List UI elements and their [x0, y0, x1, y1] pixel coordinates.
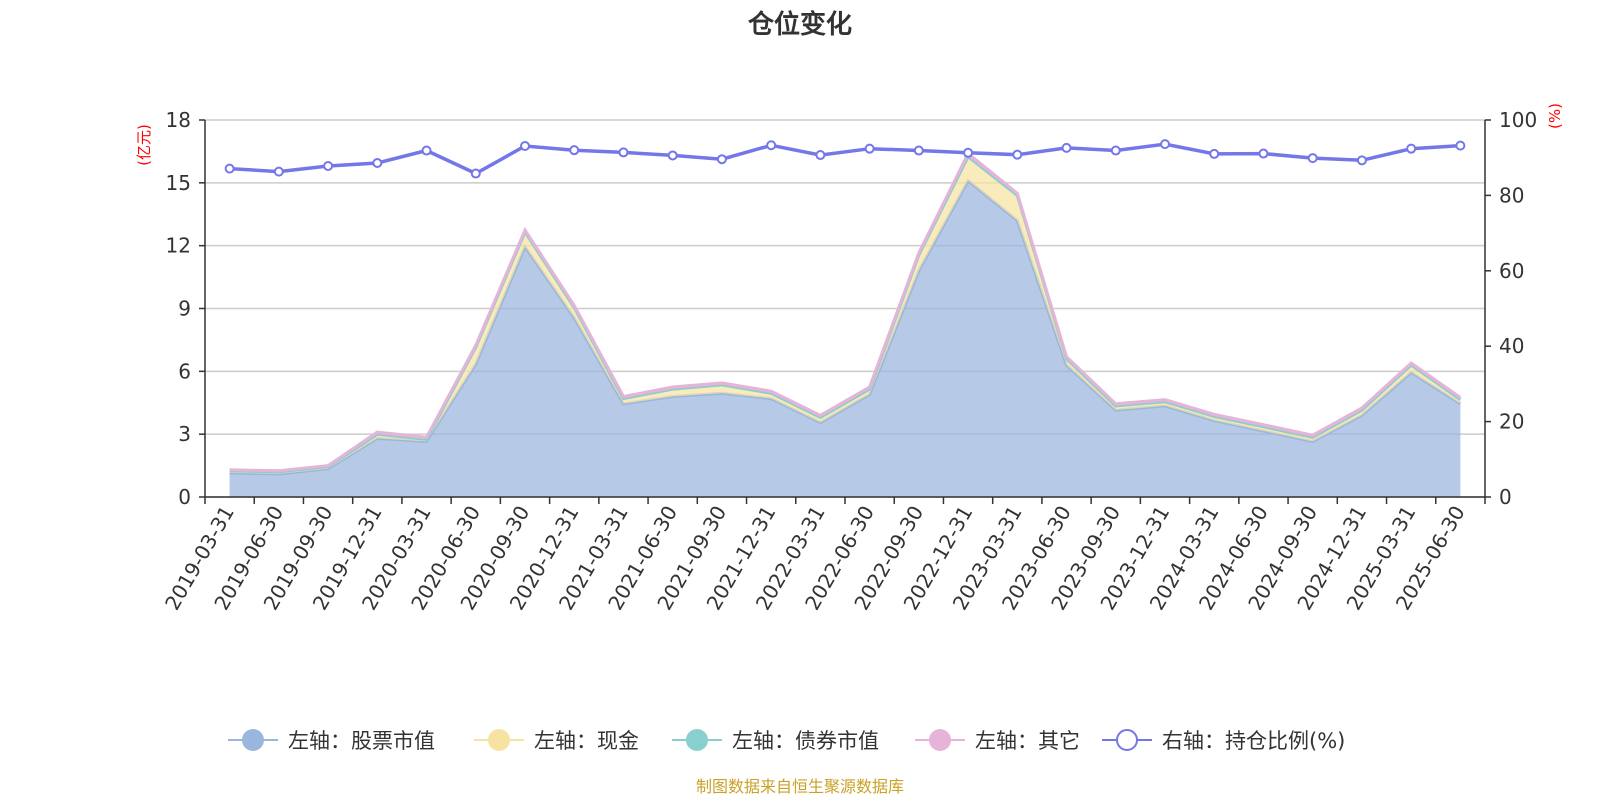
- source-note: 制图数据来自恒生聚源数据库: [696, 777, 904, 796]
- right-tick-label: 0: [1499, 485, 1512, 509]
- ratio-point: [520, 141, 530, 152]
- ratio-point: [1012, 149, 1023, 160]
- ratio-point: [1160, 139, 1170, 150]
- ratio-point: [864, 143, 875, 154]
- ratio-point: [1061, 142, 1072, 153]
- right-tick-label: 40: [1499, 334, 1524, 358]
- legend-item[interactable]: 右轴：持仓比例(%): [1102, 729, 1345, 753]
- area-edge-3: [229, 151, 1462, 473]
- legend-item[interactable]: 左轴：债券市值: [672, 729, 879, 753]
- ratio-point: [1110, 145, 1121, 156]
- legend-label: 左轴：现金: [534, 729, 639, 753]
- ratio-point: [963, 147, 974, 158]
- ratio-point: [273, 166, 284, 177]
- right-tick-label: 60: [1499, 259, 1524, 283]
- ratio-point: [323, 160, 334, 171]
- ratio-point: [1307, 153, 1318, 164]
- grid-lines: [205, 119, 1485, 498]
- ratio-point: [1209, 148, 1220, 159]
- legend-label: 左轴：债券市值: [732, 729, 879, 753]
- right-tick-label: 100: [1499, 108, 1537, 132]
- ratio-point: [766, 140, 777, 151]
- legend-item[interactable]: 左轴：现金: [474, 729, 639, 753]
- legend-item[interactable]: 左轴：其它: [915, 729, 1080, 753]
- legend-label: 左轴：股票市值: [288, 729, 435, 753]
- left-tick-label: 9: [178, 297, 191, 321]
- ratio-point: [1406, 143, 1417, 154]
- left-tick-label: 15: [166, 171, 191, 195]
- legend-marker: [929, 729, 951, 751]
- right-axis-unit: (%): [1546, 103, 1564, 129]
- ratio-point: [372, 157, 383, 168]
- legend-marker: [686, 729, 708, 751]
- ratio-point: [1356, 155, 1367, 166]
- ratio-point: [569, 145, 580, 156]
- left-tick-label: 18: [166, 108, 191, 132]
- legend-marker: [1116, 729, 1138, 751]
- right-tick-label: 20: [1499, 410, 1524, 434]
- right-tick-label: 80: [1499, 183, 1524, 207]
- legend-marker: [242, 729, 264, 751]
- legend-item[interactable]: 左轴：股票市值: [228, 729, 435, 753]
- left-tick-label: 0: [178, 485, 191, 509]
- left-tick-label: 12: [166, 234, 191, 258]
- legend-marker: [488, 729, 510, 751]
- ratio-point: [1455, 140, 1466, 151]
- left-axis-unit: (亿元): [135, 124, 153, 166]
- area-0: [229, 180, 1461, 497]
- ratio-point: [913, 145, 924, 156]
- ratio-point: [421, 145, 432, 156]
- legend-label: 左轴：其它: [975, 729, 1080, 753]
- ratio-line: [229, 142, 1461, 176]
- left-tick-label: 3: [178, 422, 191, 446]
- chart-title: 仓位变化: [747, 9, 852, 40]
- ratio-point: [667, 150, 678, 161]
- ratio-point: [470, 168, 481, 179]
- ratio-point: [1258, 148, 1269, 159]
- ratio-line-series: [224, 139, 1466, 179]
- axes: 03691215180204060801002019-03-312019-06-…: [160, 108, 1537, 614]
- ratio-point: [224, 163, 235, 174]
- left-tick-label: 6: [178, 359, 191, 383]
- legend-label: 右轴：持仓比例(%): [1162, 729, 1345, 753]
- ratio-point: [716, 154, 727, 165]
- stacked-areas: [229, 151, 1462, 497]
- legend: 左轴：股票市值 左轴：现金 左轴：债券市值 左轴：其它 右轴：持仓比例(%): [228, 729, 1345, 753]
- ratio-point: [815, 150, 826, 161]
- ratio-point: [618, 147, 629, 158]
